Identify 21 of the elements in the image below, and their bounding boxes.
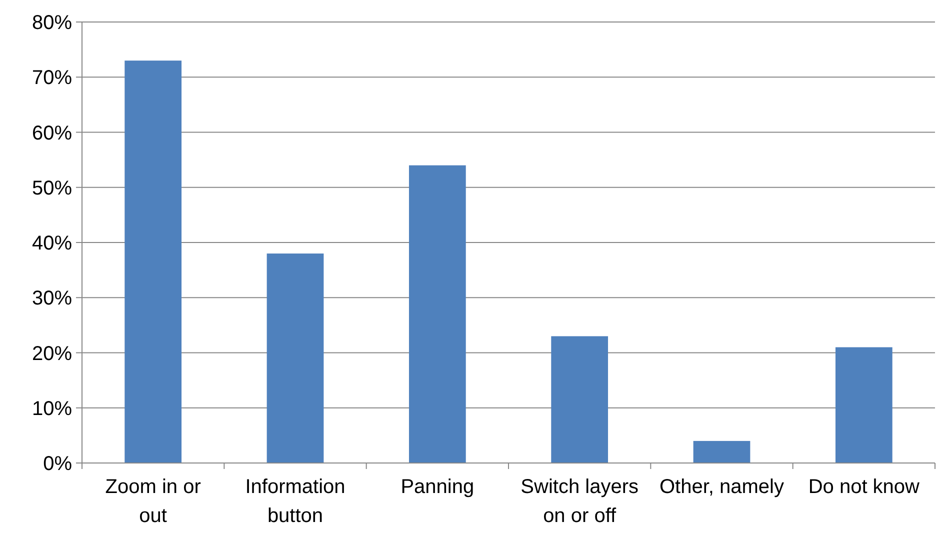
y-tick-label: 10% xyxy=(32,398,72,420)
x-tick-label: Do not know xyxy=(808,476,920,498)
x-tick-label: Other, namely xyxy=(659,476,784,498)
x-tick-label: Panning xyxy=(400,476,474,498)
x-tick-label: Zoom in or out xyxy=(105,476,202,527)
bar xyxy=(693,440,750,463)
x-tick-label: Information button xyxy=(245,476,346,527)
y-tick-label: 20% xyxy=(32,342,72,365)
y-tick-label: 80% xyxy=(32,12,72,34)
y-tick-label: 0% xyxy=(43,453,72,475)
bar xyxy=(551,336,608,463)
y-tick-label: 50% xyxy=(32,177,72,200)
bar xyxy=(266,254,324,463)
bar xyxy=(124,60,182,463)
bar xyxy=(408,165,466,463)
bar xyxy=(835,347,892,463)
y-tick-label: 40% xyxy=(32,232,72,254)
y-tick-label: 70% xyxy=(32,67,72,90)
y-tick-label: 60% xyxy=(32,122,72,144)
x-tick-label: Switch layers on or off xyxy=(520,476,638,527)
y-tick-label: 30% xyxy=(32,288,72,310)
